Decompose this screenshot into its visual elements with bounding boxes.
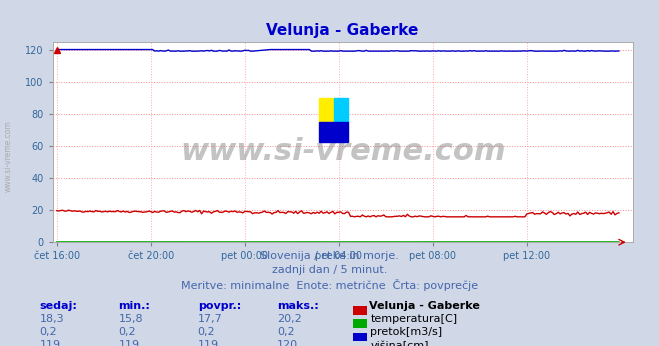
Text: 0,2: 0,2 [119, 327, 136, 337]
Text: sedaj:: sedaj: [40, 301, 77, 311]
Text: zadnji dan / 5 minut.: zadnji dan / 5 minut. [272, 265, 387, 275]
Bar [320, 98, 334, 122]
Text: pretok[m3/s]: pretok[m3/s] [370, 327, 442, 337]
Text: Meritve: minimalne  Enote: metrične  Črta: povprečje: Meritve: minimalne Enote: metrične Črta:… [181, 279, 478, 291]
Text: Slovenija / reke in morje.: Slovenija / reke in morje. [260, 251, 399, 261]
Text: 15,8: 15,8 [119, 314, 143, 324]
Text: Velunja - Gaberke: Velunja - Gaberke [369, 301, 480, 311]
Text: 0,2: 0,2 [277, 327, 295, 337]
Bar [334, 98, 349, 122]
Text: višina[cm]: višina[cm] [370, 340, 429, 346]
Text: 120: 120 [277, 340, 298, 346]
Text: povpr.:: povpr.: [198, 301, 241, 311]
Text: min.:: min.: [119, 301, 150, 311]
Bar [320, 122, 349, 142]
Text: maks.:: maks.: [277, 301, 318, 311]
Text: 119: 119 [40, 340, 61, 346]
Text: 18,3: 18,3 [40, 314, 64, 324]
Text: 17,7: 17,7 [198, 314, 223, 324]
Text: 20,2: 20,2 [277, 314, 302, 324]
Text: 119: 119 [119, 340, 140, 346]
Text: 119: 119 [198, 340, 219, 346]
Text: temperatura[C]: temperatura[C] [370, 314, 457, 324]
Text: 0,2: 0,2 [198, 327, 215, 337]
Text: www.si-vreme.com: www.si-vreme.com [3, 120, 13, 192]
Title: Velunja - Gaberke: Velunja - Gaberke [266, 22, 419, 38]
Text: www.si-vreme.com: www.si-vreme.com [180, 137, 505, 166]
Text: 0,2: 0,2 [40, 327, 57, 337]
